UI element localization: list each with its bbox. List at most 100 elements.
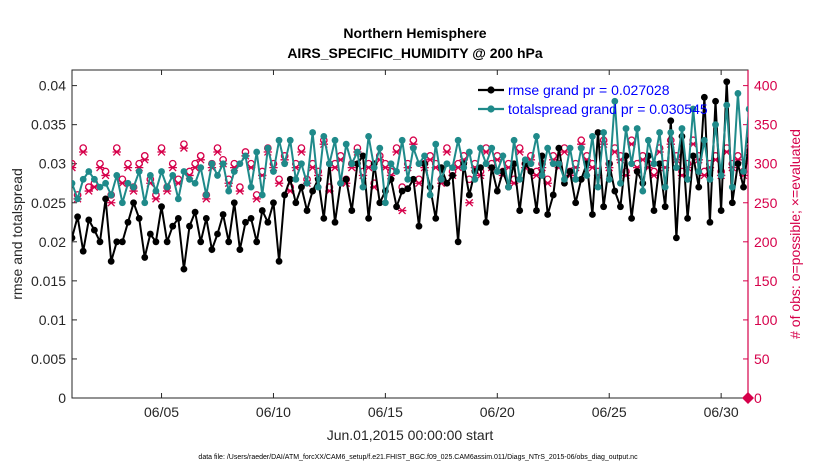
totalspread-point: [689, 105, 697, 113]
totalspread-point: [242, 152, 249, 160]
totalspread-point: [146, 172, 154, 179]
totalspread-point: [477, 144, 484, 152]
chart-subtitle: AIRS_SPECIFIC_HUMIDITY @ 200 hPa: [287, 45, 543, 61]
rmse-point: [180, 265, 188, 273]
obs-possible-point: [819, 161, 825, 167]
totalspread-point: [437, 175, 445, 183]
rmse-point: [303, 207, 311, 214]
rmse-point: [186, 222, 193, 230]
rmse-point: [527, 168, 535, 175]
obs-evaluated-point: [442, 148, 452, 156]
x-tick-label: 06/05: [144, 404, 179, 420]
rmse-point: [130, 199, 137, 207]
rmse-point: [230, 199, 238, 207]
totalspread-point: [527, 160, 535, 168]
obs-evaluated-point: [560, 148, 569, 156]
obs-evaluated-point: [123, 163, 133, 172]
rmse-point: [331, 218, 339, 226]
obs-evaluated-point: [756, 141, 764, 148]
totalspread-point: [298, 160, 305, 168]
obs-evaluated-point: [179, 144, 189, 152]
rmse-point: [617, 203, 624, 211]
totalspread-point: [611, 97, 619, 105]
x-tick-label: 06/20: [480, 404, 515, 420]
totalspread-point: [818, 176, 825, 183]
totalspread-point: [208, 160, 216, 168]
totalspread-point: [740, 168, 747, 175]
rmse-point: [270, 199, 277, 207]
totalspread-point: [342, 140, 350, 148]
rmse-point: [247, 214, 255, 222]
plot-area: [71, 69, 749, 399]
rmse-point: [779, 137, 786, 144]
rmse-point: [633, 168, 641, 175]
totalspread-point: [135, 168, 143, 175]
rmse-point: [404, 185, 412, 193]
totalspread-point: [326, 160, 333, 168]
y2-tick-label: 400: [754, 78, 778, 94]
obs-evaluated-point: [112, 148, 121, 156]
rmse-point: [723, 78, 731, 86]
legend-marker: [487, 86, 495, 94]
rmse-point: [118, 238, 126, 246]
totalspread-point: [661, 183, 669, 191]
obs-evaluated-point: [297, 148, 306, 156]
rmse-point: [107, 257, 115, 265]
rmse-point: [90, 226, 98, 234]
rmse-point: [146, 230, 154, 238]
totalspread-point: [577, 144, 585, 152]
rmse-point: [202, 214, 210, 222]
totalspread-point: [409, 144, 417, 152]
y2-tick-label: 50: [754, 351, 770, 367]
totalspread-point: [197, 164, 205, 172]
totalspread-point: [432, 140, 440, 148]
totalspread-point: [393, 168, 400, 175]
rmse-point: [359, 152, 367, 160]
rmse-point: [152, 238, 160, 246]
rmse-point: [286, 175, 294, 183]
totalspread-point: [549, 160, 557, 168]
totalspread-point: [186, 175, 193, 183]
obs-evaluated-point: [78, 148, 88, 156]
rmse-point: [700, 93, 708, 101]
rmse-point: [768, 137, 775, 144]
totalspread-point: [353, 148, 361, 156]
totalspread-point: [303, 179, 311, 187]
obs-evaluated-point: [252, 194, 261, 203]
zero-count-marker: [742, 392, 754, 404]
totalspread-point: [712, 121, 719, 129]
rmse-point: [717, 207, 725, 214]
totalspread-point: [270, 168, 277, 175]
rmse-point: [264, 218, 272, 226]
totalspread-point: [174, 195, 182, 203]
rmse-point: [706, 218, 714, 226]
totalspread-point: [314, 183, 322, 191]
totalspread-point: [381, 199, 389, 207]
rmse-point: [728, 199, 736, 207]
obs-evaluated-point: [425, 155, 435, 164]
rmse-point: [454, 238, 462, 246]
totalspread-point: [745, 105, 748, 113]
rmse-point: [320, 214, 328, 222]
totalspread-point: [482, 160, 490, 168]
obs-evaluated-point: [823, 156, 830, 163]
totalspread-point: [583, 172, 591, 179]
y-tick-label: 0.04: [39, 78, 66, 94]
totalspread-point: [85, 168, 93, 175]
chart-title: Northern Hemisphere: [343, 25, 486, 41]
y-axis-label: rmse and totalspread: [9, 168, 25, 300]
totalspread-point: [622, 125, 630, 132]
obs-evaluated-point: [812, 141, 820, 148]
rmse-point: [409, 175, 417, 183]
totalspread-point: [96, 183, 104, 191]
totalspread-point: [499, 152, 507, 160]
rmse-point: [516, 207, 524, 214]
totalspread-point: [488, 144, 496, 152]
rmse-point: [158, 203, 165, 211]
y2-tick-label: 300: [754, 156, 778, 172]
totalspread-point: [258, 191, 266, 199]
rmse-point: [342, 175, 350, 183]
totalspread-point: [320, 132, 328, 140]
totalspread-point: [152, 187, 160, 195]
rmse-point: [477, 164, 484, 172]
